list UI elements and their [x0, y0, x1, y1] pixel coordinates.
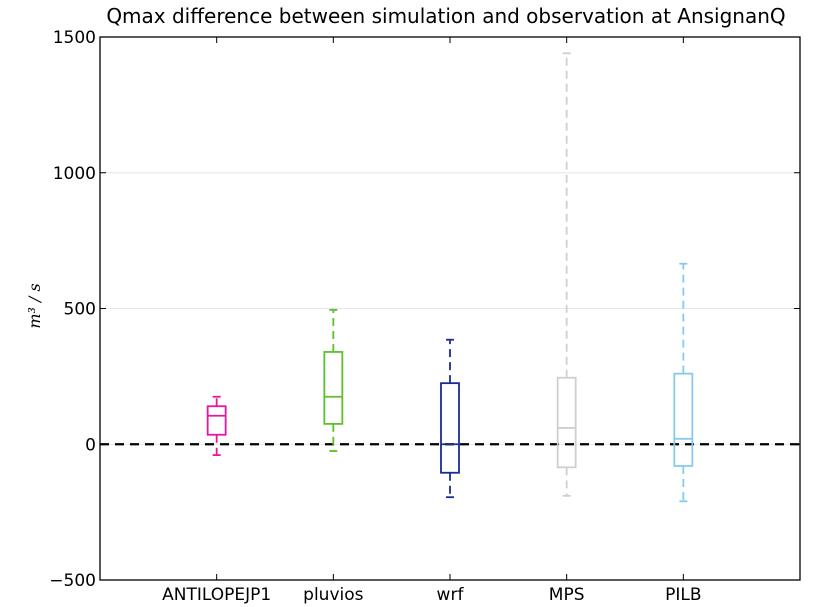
y-tick-label: 1000 — [53, 164, 96, 184]
x-tick-label: ANTILOPEJP1 — [162, 585, 271, 605]
x-tick-label: pluvios — [303, 585, 363, 605]
box-series — [206, 52, 694, 503]
box-pluvios — [323, 308, 344, 452]
y-tick-label: 1500 — [53, 28, 96, 48]
y-tick-label: −500 — [49, 571, 96, 591]
box-ANTILOPEJP1 — [206, 395, 227, 457]
x-axis-ticks: ANTILOPEJP1 pluvios wrf MPS PILB — [162, 37, 702, 605]
x-tick-label: MPS — [549, 585, 585, 605]
y-tick-label: 0 — [85, 435, 96, 455]
box-PILB — [673, 262, 694, 503]
box-iqr — [556, 376, 577, 469]
y-axis-ticks: −500 0 500 1000 1500 — [49, 28, 800, 591]
gridlines — [100, 172, 800, 445]
box-MPS — [556, 52, 577, 497]
box-iqr — [440, 382, 460, 474]
box-iqr — [673, 372, 694, 467]
box-iqr — [323, 351, 344, 425]
box-iqr — [206, 405, 227, 436]
x-tick-label: PILB — [665, 585, 701, 605]
y-axis-label: m³ / s — [25, 283, 44, 328]
y-tick-label: 500 — [64, 300, 96, 320]
chart-title: Qmax difference between simulation and o… — [106, 4, 785, 28]
box-wrf — [440, 338, 460, 499]
x-tick-label: wrf — [437, 585, 465, 605]
